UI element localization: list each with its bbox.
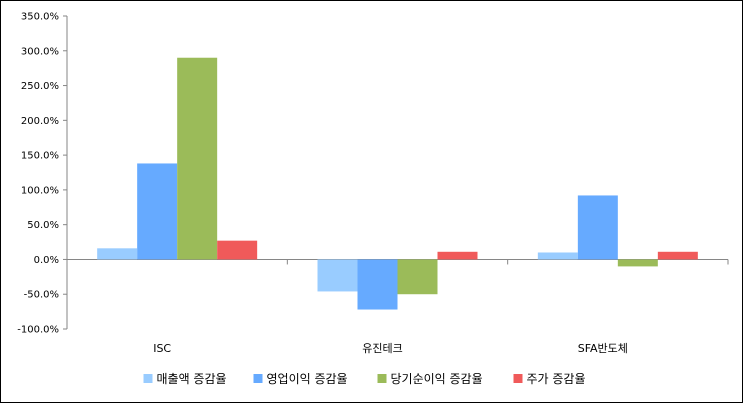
x-tick-label: 유진테크 — [362, 342, 402, 355]
bar — [217, 240, 258, 260]
bar — [177, 57, 218, 260]
bar — [317, 259, 358, 292]
y-tick-label: 50.0% — [27, 220, 59, 231]
category-labels: ISC 유진테크 SFA반도체 — [153, 342, 628, 355]
y-tick-label: 150.0% — [21, 151, 59, 162]
bar — [657, 251, 698, 260]
legend-swatch — [253, 374, 263, 383]
y-axis: 350.0% 300.0% 250.0% 200.0% 150.0% 100.0% 50.0… — [17, 12, 68, 336]
y-tick-label: -50.0% — [24, 290, 59, 301]
legend-swatch — [377, 374, 387, 383]
y-tick-label: 200.0% — [21, 116, 59, 127]
legend-swatch — [143, 374, 153, 383]
legend: 매출액 증감율 영업이익 증감율 당기순이익 증감율 주가 증감율 — [143, 372, 586, 386]
bar — [357, 259, 398, 310]
bar — [617, 259, 658, 267]
legend-label: 당기순이익 증감율 — [391, 372, 483, 386]
y-tick-label: 0.0% — [34, 255, 59, 266]
y-tick-label: 300.0% — [21, 46, 59, 57]
y-tick-label: -100.0% — [17, 325, 59, 336]
legend-swatch — [513, 374, 523, 383]
legend-label: 주가 증감율 — [527, 372, 586, 386]
bar — [577, 195, 618, 260]
legend-label: 영업이익 증감율 — [267, 372, 348, 386]
x-tick-label: SFA반도체 — [578, 342, 628, 355]
bar — [437, 251, 478, 260]
bars — [97, 57, 698, 310]
legend-label: 매출액 증감율 — [157, 372, 227, 386]
x-tick-label: ISC — [153, 342, 171, 355]
bar — [137, 163, 178, 260]
y-tick-label: 250.0% — [21, 81, 59, 92]
bar — [97, 248, 138, 260]
y-tick-label: 100.0% — [21, 185, 59, 196]
y-tick-label: 350.0% — [21, 12, 59, 23]
bar — [537, 252, 578, 260]
bar — [397, 259, 438, 295]
